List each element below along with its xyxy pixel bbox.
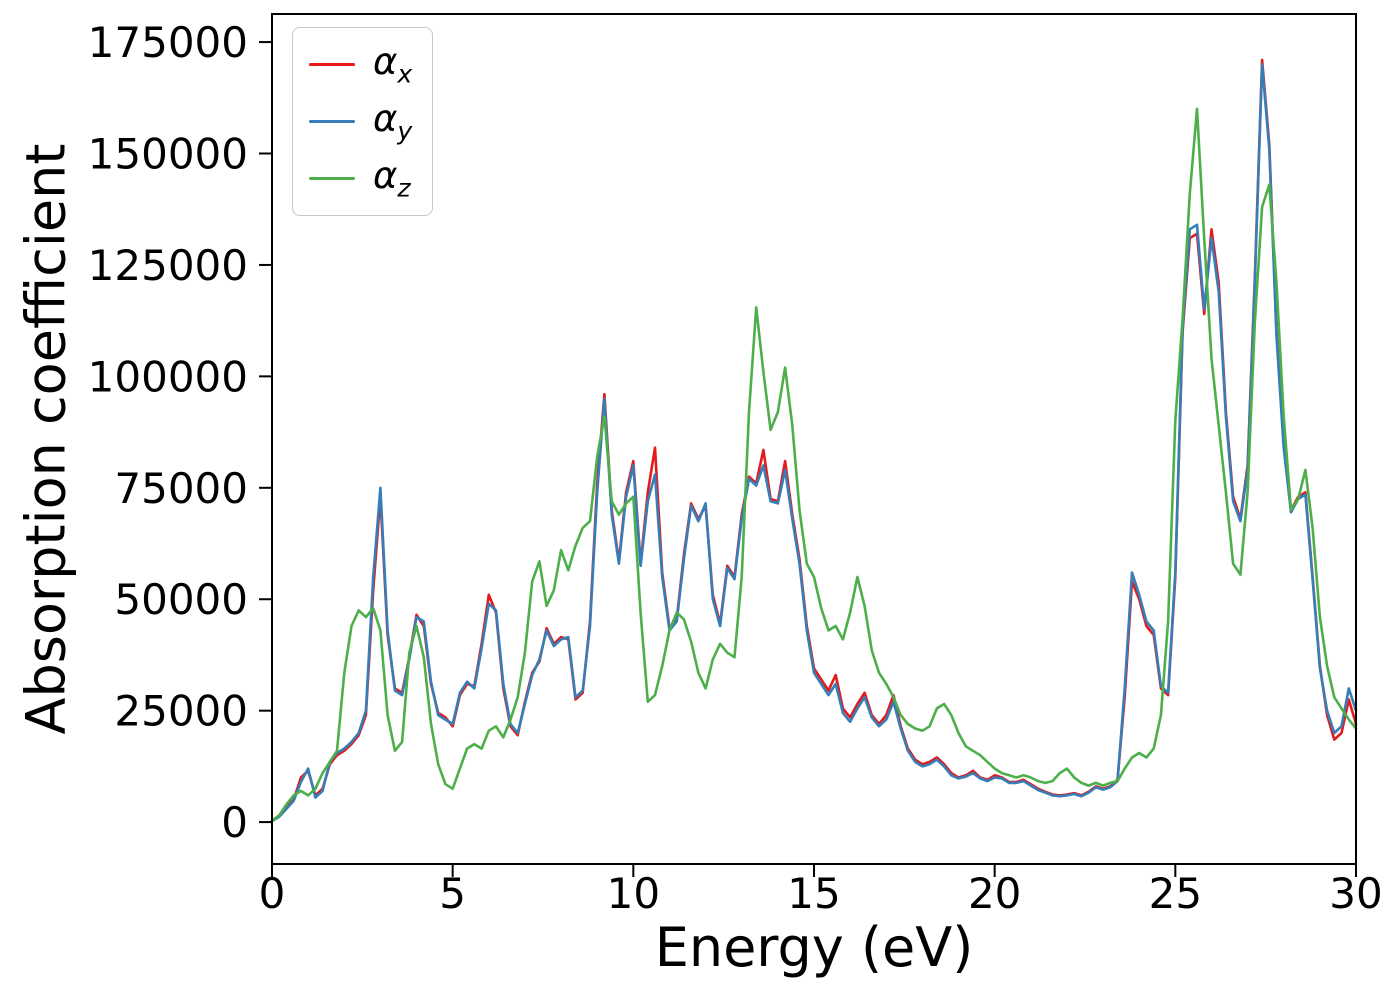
series-alpha-x-line (270, 58, 1358, 823)
x-tick-label: 10 (607, 869, 660, 918)
x-axis-label: Energy (eV) (654, 916, 974, 979)
y-tick-label: 25000 (114, 687, 248, 736)
y-tick-label: 50000 (114, 575, 248, 624)
series-alpha-y-line (270, 63, 1358, 823)
y-tick-label: 0 (221, 798, 248, 847)
legend-label: αz (373, 154, 411, 203)
y-tick-label: 150000 (88, 130, 248, 179)
y-tick-label: 100000 (88, 352, 248, 401)
x-tick-label: 20 (968, 869, 1021, 918)
y-tick-label: 125000 (88, 241, 248, 290)
legend-entry-alpha-y: αy (309, 93, 412, 150)
x-tick-label: 15 (787, 869, 840, 918)
x-tick-label: 30 (1329, 869, 1382, 918)
legend-label: αy (373, 97, 413, 146)
legend-entry-alpha-z: αz (309, 150, 412, 207)
legend-line-sample (309, 119, 355, 124)
x-tick-label: 25 (1149, 869, 1202, 918)
legend-line-sample (309, 62, 355, 67)
legend-label: αx (373, 40, 413, 89)
x-tick-label: 5 (439, 869, 466, 918)
legend-entry-alpha-x: αx (309, 36, 412, 93)
y-tick-label: 75000 (114, 464, 248, 513)
series-alpha-z-line (270, 107, 1358, 823)
y-axis-label: Absorption coefficient (14, 143, 78, 735)
x-tick-label: 0 (259, 869, 286, 918)
legend: αx αy αz (292, 27, 434, 216)
y-tick-label: 175000 (88, 18, 248, 67)
legend-line-sample (309, 176, 355, 181)
